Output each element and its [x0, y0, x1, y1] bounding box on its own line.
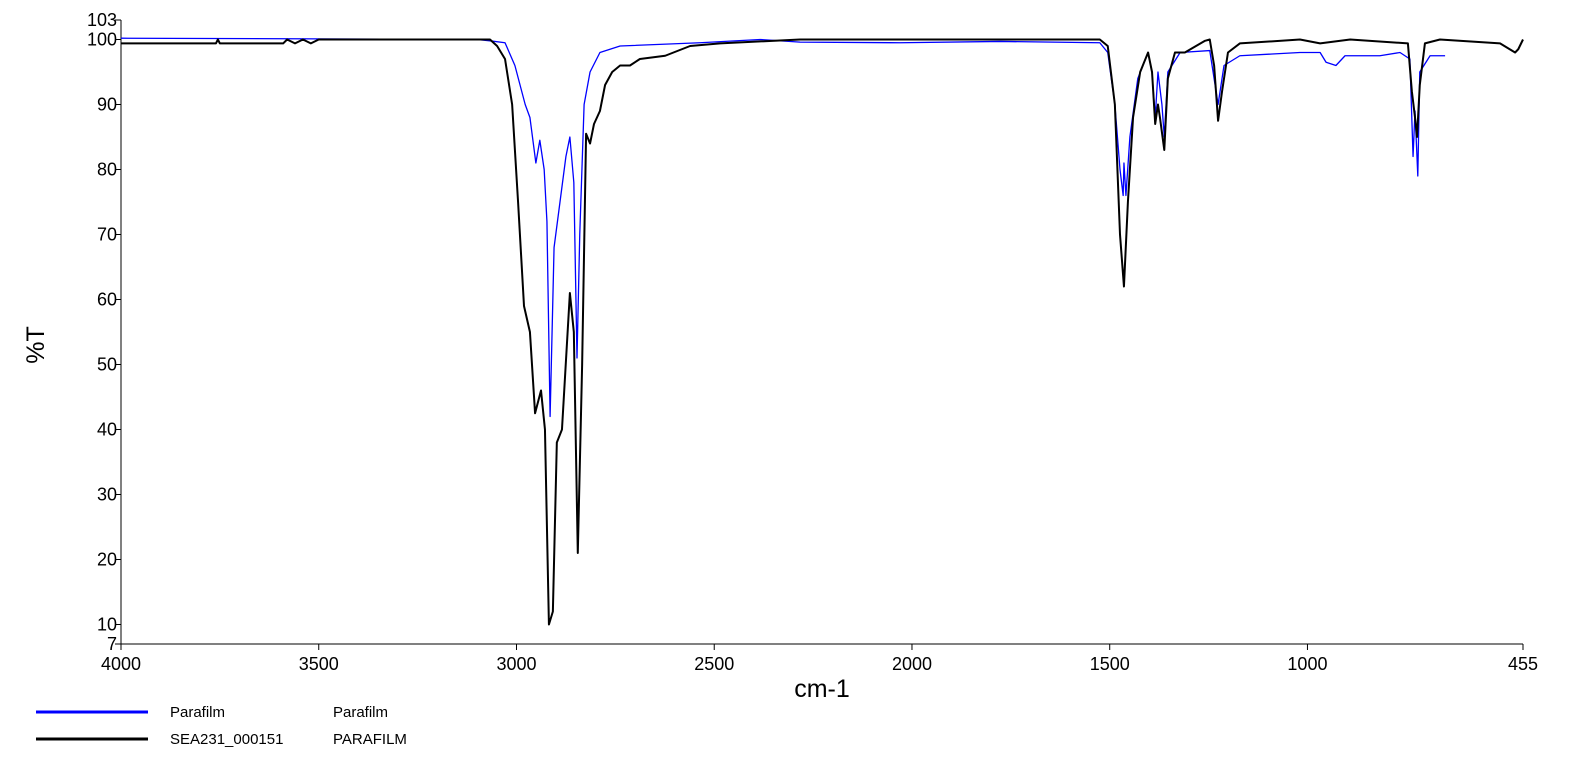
y-tick-label: 90	[97, 95, 117, 115]
x-tick-label: 3000	[496, 654, 536, 674]
y-tick-label: 30	[97, 485, 117, 505]
y-axis-label: %T	[22, 326, 50, 364]
legend-label: Parafilm	[170, 704, 225, 721]
y-tick-label: 60	[97, 290, 117, 310]
legend-description: Parafilm	[333, 704, 388, 721]
spectrum-line	[120, 37, 1446, 418]
y-tick-label: 103	[87, 10, 117, 30]
y-tick-label: 80	[97, 160, 117, 180]
legend-description: PARAFILM	[333, 731, 407, 748]
x-tick-label: 2500	[694, 654, 734, 674]
y-tick-label: 7	[107, 634, 117, 654]
y-tick-label: 40	[97, 420, 117, 440]
spectrum-line	[121, 38, 1524, 626]
y-tick-label: 50	[97, 355, 117, 375]
x-tick-label: 1000	[1287, 654, 1327, 674]
x-axis-label: cm-1	[794, 675, 850, 703]
x-tick-label: 2000	[892, 654, 932, 674]
x-tick-label: 455	[1508, 654, 1538, 674]
y-tick-label: 20	[97, 550, 117, 570]
x-tick-label: 4000	[101, 654, 141, 674]
legend-label: SEA231_000151	[170, 731, 283, 748]
y-tick-label: 100	[87, 30, 117, 50]
y-tick-label: 10	[97, 615, 117, 635]
x-tick-label: 3500	[299, 654, 339, 674]
y-tick-label: 70	[97, 225, 117, 245]
x-tick-label: 1500	[1090, 654, 1130, 674]
